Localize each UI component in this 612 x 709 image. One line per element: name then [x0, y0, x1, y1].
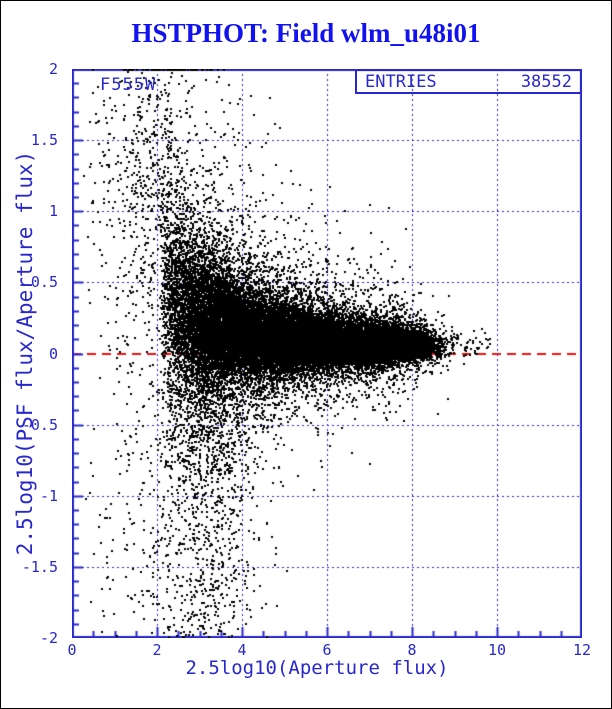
- y-tick-label: -1.5: [21, 557, 58, 576]
- y-tick-label: 0: [48, 344, 58, 363]
- x-tick-label: 2: [152, 641, 162, 659]
- y-tick-label: 0.5: [30, 273, 58, 292]
- x-tick-label: 0: [67, 641, 77, 659]
- y-tick-label: -0.5: [21, 415, 58, 434]
- entries-box: ENTRIES 38552: [355, 69, 582, 94]
- x-tick-label: 4: [237, 641, 247, 659]
- scatter-plot: F555W ENTRIES 38552: [72, 69, 582, 638]
- x-tick-label: 6: [322, 641, 332, 659]
- y-tick-label: 1.5: [30, 131, 58, 150]
- filter-label: F555W: [100, 75, 157, 95]
- x-tick-label: 8: [407, 641, 417, 659]
- x-tick-label: 12: [572, 641, 592, 659]
- scatter-canvas: [72, 69, 582, 638]
- x-axis-label: 2.5log10(Aperture flux): [185, 657, 449, 679]
- y-tick-label: -2: [39, 629, 58, 647]
- x-tick-label: 10: [487, 641, 507, 659]
- y-tick-label: 2: [48, 60, 58, 78]
- y-tick-label: -1: [39, 486, 58, 505]
- y-tick-label: 1: [48, 202, 58, 221]
- page-title: HSTPHOT: Field wlm_u48i01: [131, 18, 481, 48]
- entries-label: ENTRIES: [365, 71, 437, 92]
- entries-value: 38552: [520, 71, 572, 92]
